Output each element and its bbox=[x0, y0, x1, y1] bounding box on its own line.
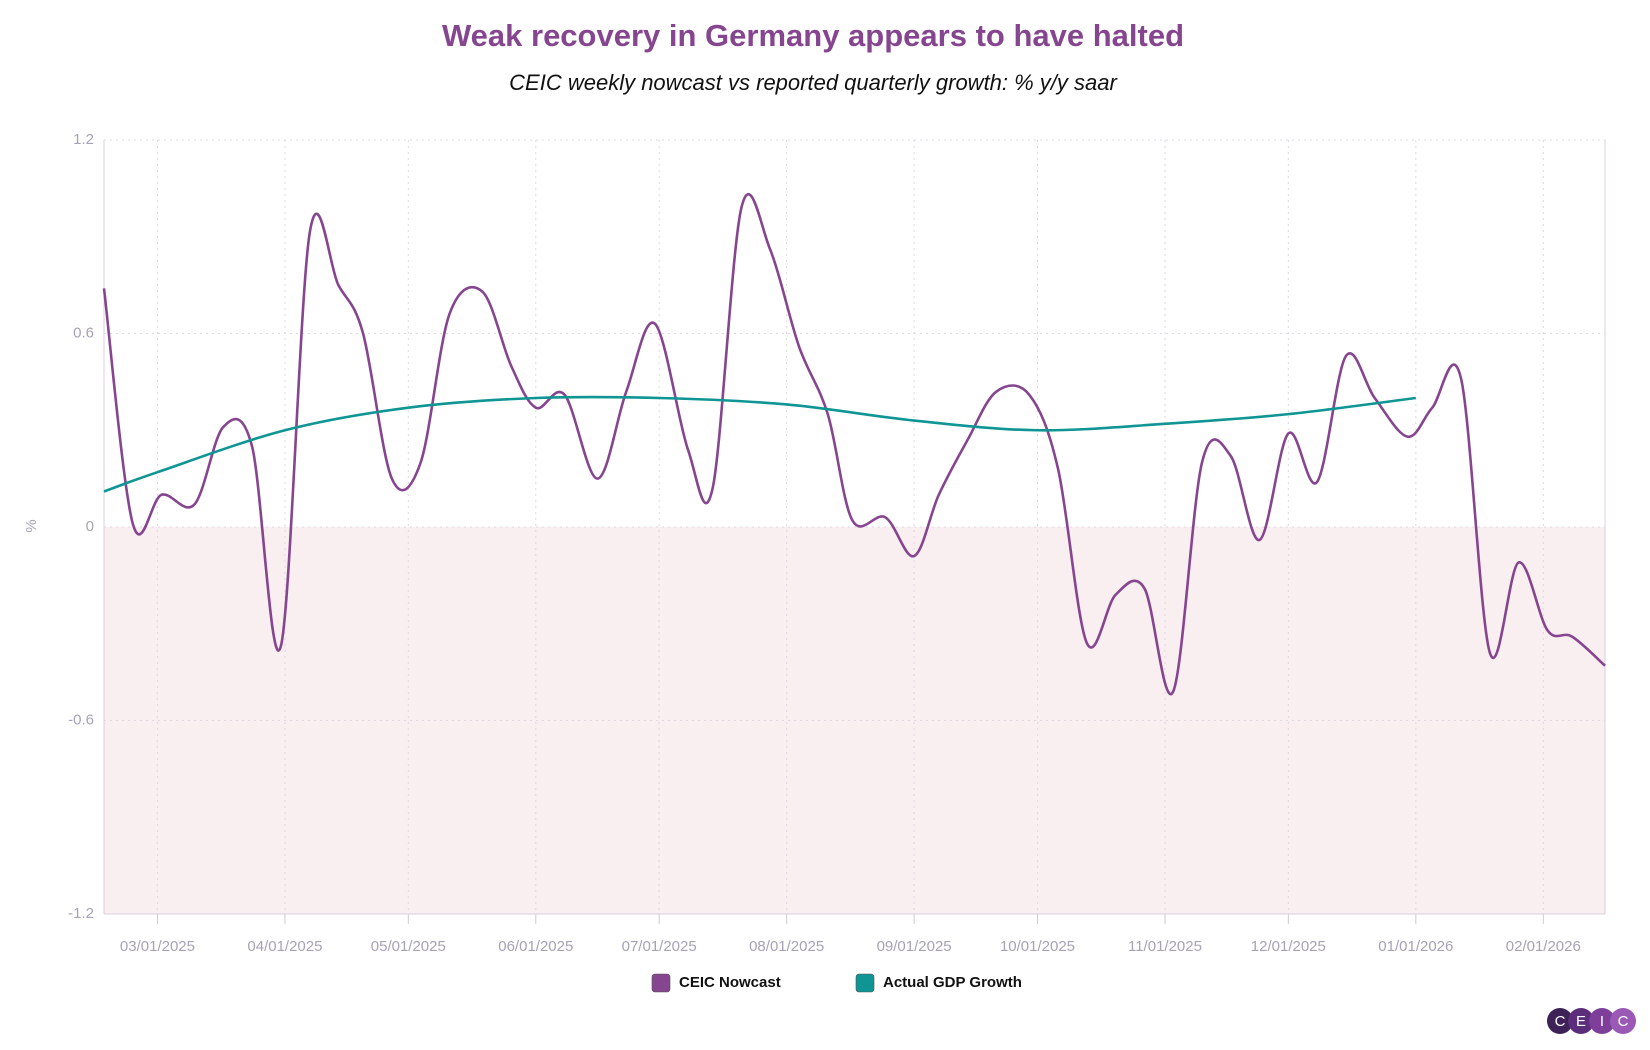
x-tick-label: 04/01/2025 bbox=[247, 938, 322, 955]
y-tick-label: 1.2 bbox=[73, 131, 94, 148]
logo-circle bbox=[1610, 1008, 1636, 1034]
x-tick-label: 08/01/2025 bbox=[749, 938, 824, 955]
x-tick-label: 06/01/2025 bbox=[498, 938, 573, 955]
y-tick-label: -1.2 bbox=[68, 905, 94, 922]
y-tick-label: -0.6 bbox=[68, 711, 94, 728]
logo-circle bbox=[1589, 1008, 1615, 1034]
x-tick-label: 11/01/2025 bbox=[1128, 938, 1202, 955]
logo-letter: I bbox=[1600, 1013, 1604, 1030]
logo-circle bbox=[1547, 1008, 1573, 1034]
x-tick-label: 05/01/2025 bbox=[371, 938, 446, 955]
logo-circle bbox=[1568, 1008, 1594, 1034]
x-tick-label: 07/01/2025 bbox=[622, 938, 697, 955]
legend-label: Actual GDP Growth bbox=[883, 974, 1022, 991]
series-line bbox=[102, 192, 1606, 696]
logo-letter: C bbox=[1618, 1013, 1629, 1030]
legend-swatch bbox=[855, 973, 875, 993]
x-tick-label: 02/01/2026 bbox=[1506, 938, 1581, 955]
x-tick-label: 01/01/2026 bbox=[1378, 938, 1453, 955]
x-tick-label: 10/01/2025 bbox=[1000, 938, 1075, 955]
y-tick-label: 0.6 bbox=[73, 324, 94, 341]
x-tick-label: 12/01/2025 bbox=[1251, 938, 1326, 955]
logo-letter: C bbox=[1555, 1013, 1566, 1030]
x-tick-label: 09/01/2025 bbox=[877, 938, 952, 955]
y-tick-label: 0 bbox=[86, 518, 94, 535]
series-line bbox=[103, 395, 1416, 493]
chart-title: Weak recovery in Germany appears to have… bbox=[442, 18, 1184, 53]
y-axis-label: % bbox=[23, 519, 40, 532]
logo-letter: E bbox=[1576, 1013, 1586, 1030]
legend-swatch bbox=[651, 973, 671, 993]
chart-subtitle: CEIC weekly nowcast vs reported quarterl… bbox=[509, 70, 1118, 95]
legend-label: CEIC Nowcast bbox=[679, 974, 781, 991]
x-tick-label: 03/01/2025 bbox=[120, 938, 195, 955]
